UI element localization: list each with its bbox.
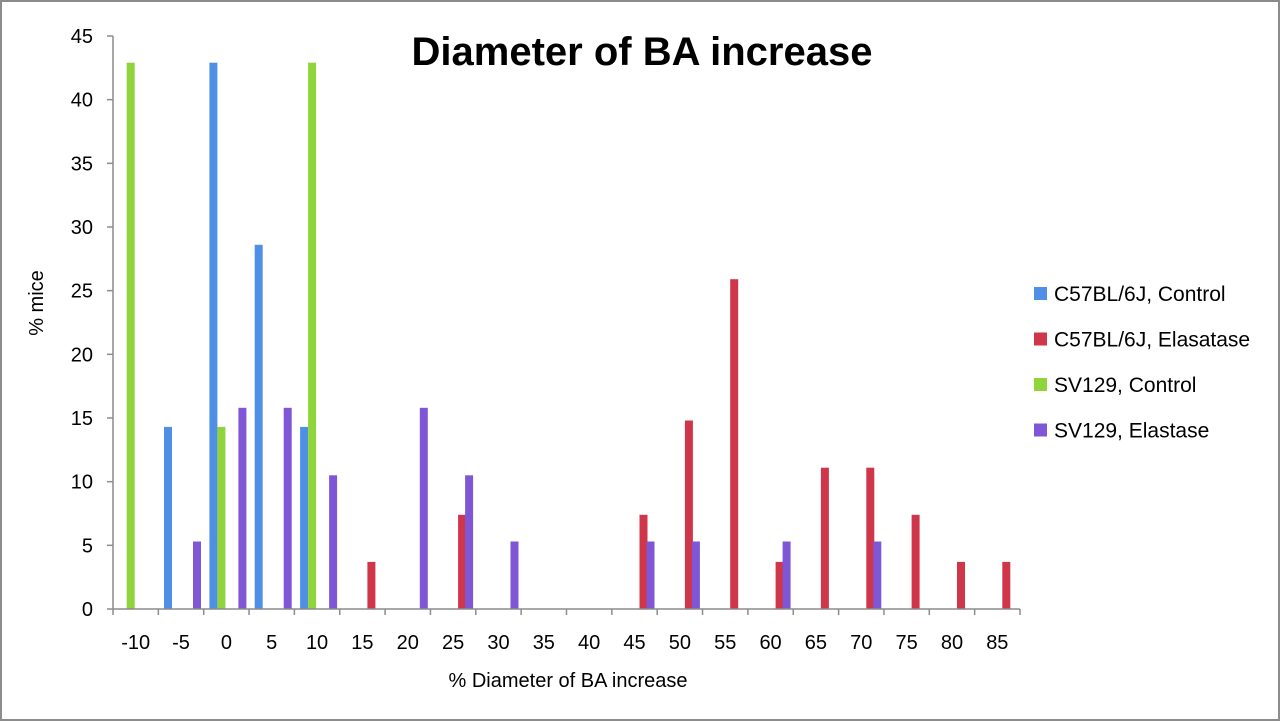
bar <box>217 426 226 609</box>
bar <box>193 541 201 609</box>
bar <box>639 514 648 609</box>
x-tick-label: 85 <box>986 632 1008 654</box>
x-tick-label: 5 <box>266 632 277 654</box>
bar <box>730 279 739 609</box>
bar <box>254 244 263 610</box>
x-tick-label: 10 <box>306 632 328 654</box>
x-tick-label: 45 <box>623 632 645 654</box>
bar <box>646 541 655 609</box>
legend-swatch <box>1034 378 1047 391</box>
bar <box>691 541 700 609</box>
bar <box>957 561 965 609</box>
x-tick-label: 30 <box>487 632 509 654</box>
legend: C57BL/6J, Control C57BL/6J, Elasatase SV12… <box>1034 283 1250 443</box>
x-tick-label: 20 <box>397 632 419 654</box>
y-tick-label: 20 <box>71 344 93 366</box>
bar <box>329 475 338 609</box>
x-tick-label: 55 <box>714 632 736 654</box>
bar <box>367 561 376 609</box>
bar <box>782 541 791 609</box>
legend-swatch <box>1034 332 1047 346</box>
x-tick-label: 50 <box>669 632 691 654</box>
bar <box>283 407 292 609</box>
x-tick-label: 60 <box>759 632 781 654</box>
legend-entry: SV129, Control <box>1054 374 1196 397</box>
x-tick-label: 0 <box>221 632 232 654</box>
y-tick-label: 45 <box>71 26 93 48</box>
x-tick-label: 25 <box>442 632 464 654</box>
x-tick-label: 40 <box>578 632 600 654</box>
y-tick-label: 35 <box>71 153 93 175</box>
bar <box>308 62 317 609</box>
y-tick-label: 15 <box>71 408 93 430</box>
x-tick-label: -5 <box>172 632 190 654</box>
bar <box>126 62 135 609</box>
legend-entry: C57BL/6J, Elasatase <box>1054 329 1250 352</box>
bar <box>419 407 428 609</box>
x-tick-label: 70 <box>850 632 872 654</box>
x-tick-label: 15 <box>351 632 373 654</box>
bar <box>684 420 693 609</box>
x-tick-label: 80 <box>941 632 963 654</box>
y-tick-label: 5 <box>82 535 93 557</box>
bar <box>911 514 920 609</box>
y-tick-label: 10 <box>71 472 93 494</box>
bar <box>820 467 829 609</box>
y-tick-label: 30 <box>71 217 93 239</box>
bar <box>238 407 247 609</box>
bar <box>866 467 875 609</box>
legend-swatch <box>1034 287 1047 300</box>
chart-title: Diameter of BA increase <box>412 30 873 74</box>
legend-swatch <box>1034 423 1047 437</box>
y-tick-label: 0 <box>82 599 93 621</box>
x-tick-label: 65 <box>805 632 827 654</box>
bar <box>775 561 784 609</box>
x-tick-label: 75 <box>896 632 918 654</box>
bar <box>510 541 519 609</box>
x-tick-label: -10 <box>121 632 150 654</box>
bar <box>300 426 309 609</box>
bars-layer <box>126 62 1011 610</box>
y-axis-label: % mice <box>26 270 48 336</box>
bar <box>873 541 882 609</box>
bar <box>1002 561 1011 609</box>
bar <box>164 426 172 609</box>
axes-layer: 0 5 10 15 20 25 30 35 40 45 -10 -5 0 5 10 15 20 25 30 35 40 4… <box>71 26 1021 654</box>
bar <box>209 62 218 609</box>
x-tick-label: 35 <box>533 632 555 654</box>
bar <box>465 475 474 609</box>
legend-entry: C57BL/6J, Control <box>1054 283 1226 306</box>
y-tick-label: 25 <box>71 281 93 303</box>
legend-entry: SV129, Elastase <box>1054 420 1209 443</box>
bar <box>458 514 467 609</box>
y-tick-label: 40 <box>71 90 93 112</box>
x-axis-label: % Diameter of BA increase <box>449 670 688 692</box>
